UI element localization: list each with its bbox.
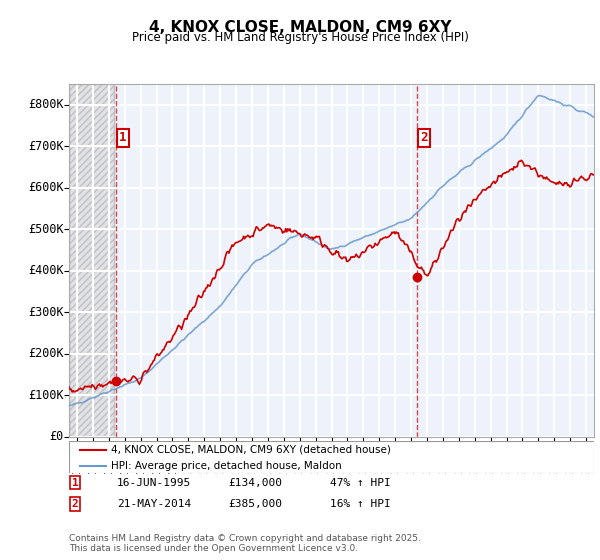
Text: 1: 1 (71, 478, 79, 488)
FancyBboxPatch shape (69, 441, 594, 473)
Text: Contains HM Land Registry data © Crown copyright and database right 2025.
This d: Contains HM Land Registry data © Crown c… (69, 534, 421, 553)
Text: £0: £0 (49, 430, 64, 444)
Text: 16% ↑ HPI: 16% ↑ HPI (330, 499, 391, 509)
Text: 2: 2 (421, 132, 428, 144)
Text: £300K: £300K (28, 306, 64, 319)
Text: 4, KNOX CLOSE, MALDON, CM9 6XY: 4, KNOX CLOSE, MALDON, CM9 6XY (149, 20, 451, 35)
Text: £200K: £200K (28, 347, 64, 360)
Bar (69, 84, 113, 437)
Text: £100K: £100K (28, 389, 64, 402)
Text: Price paid vs. HM Land Registry's House Price Index (HPI): Price paid vs. HM Land Registry's House … (131, 31, 469, 44)
Text: 1: 1 (119, 132, 127, 144)
Text: £134,000: £134,000 (228, 478, 282, 488)
Text: 47% ↑ HPI: 47% ↑ HPI (330, 478, 391, 488)
Text: £600K: £600K (28, 181, 64, 194)
Text: £800K: £800K (28, 98, 64, 111)
Text: £700K: £700K (28, 140, 64, 153)
Text: £500K: £500K (28, 223, 64, 236)
Text: HPI: Average price, detached house, Maldon: HPI: Average price, detached house, Mald… (111, 461, 342, 471)
Text: 4, KNOX CLOSE, MALDON, CM9 6XY (detached house): 4, KNOX CLOSE, MALDON, CM9 6XY (detached… (111, 445, 391, 455)
Text: £385,000: £385,000 (228, 499, 282, 509)
Text: 16-JUN-1995: 16-JUN-1995 (117, 478, 191, 488)
Text: £400K: £400K (28, 264, 64, 277)
Text: 21-MAY-2014: 21-MAY-2014 (117, 499, 191, 509)
Text: 2: 2 (71, 499, 79, 509)
